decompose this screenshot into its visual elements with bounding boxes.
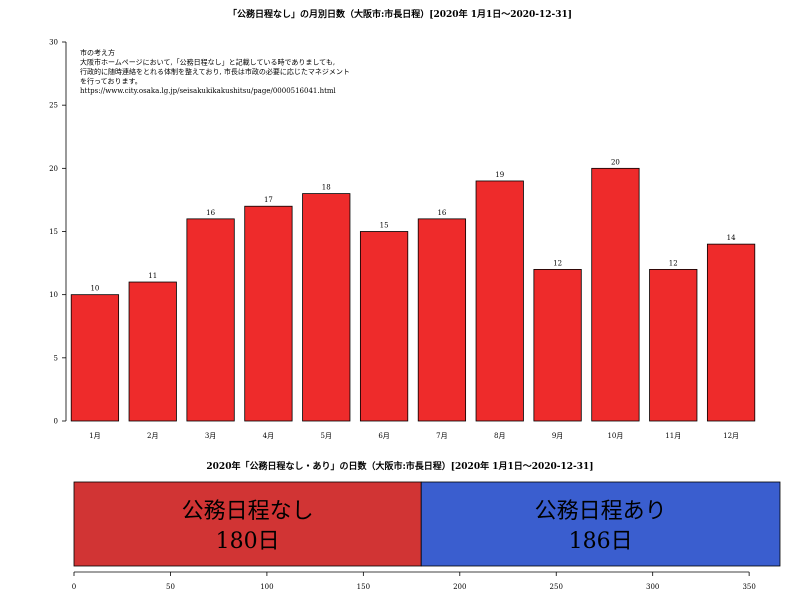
- chart1-x-tick-label: 2月: [147, 432, 158, 440]
- chart1-annotation-line: https://www.city.osaka.lg.jp/seisakukika…: [80, 87, 337, 95]
- chart1-bar-3: [186, 218, 235, 422]
- chart2-segment-label: 公務日程なし: [182, 499, 314, 524]
- chart1-bar-12: [706, 243, 756, 422]
- chart1-data-label: 12: [553, 259, 562, 267]
- chart1-bar-6: [359, 231, 409, 422]
- chart2-segment-label: 公務日程あり: [535, 499, 667, 524]
- chart2-x-tick-label: 350: [742, 583, 755, 591]
- chart2-x-tick-label: 150: [357, 583, 370, 591]
- chart1-data-label: 19: [495, 171, 504, 179]
- chart1-bar-7: [417, 218, 467, 422]
- chart2-title: 2020年「公務日程なし・あり」の日数（大阪市:市長日程）[2020年 1月1日…: [206, 460, 593, 472]
- chart1-data-label: 16: [206, 209, 215, 217]
- chart1-x-tick-label: 3月: [205, 432, 216, 440]
- chart1-x-tick-label: 11月: [665, 432, 681, 440]
- chart1-x-tick-label: 5月: [321, 432, 332, 440]
- chart2-x-tick-label: 250: [550, 583, 563, 591]
- chart1-y-tick-label: 15: [49, 228, 58, 236]
- chart1-bar-11: [649, 268, 698, 422]
- chart2-x-tick-label: 0: [72, 583, 76, 591]
- chart1-annotation-line: 行政的に随時連絡をとれる体制を整えており, 市長は市政の必要に応じたマネジメント: [80, 67, 350, 76]
- chart1-x-tick-label: 8月: [494, 432, 505, 440]
- chart2-segment-value: 186日: [569, 529, 633, 554]
- chart1-bar-9: [533, 268, 582, 422]
- chart1-bar-8: [475, 180, 524, 422]
- chart1-bar-5: [302, 193, 351, 422]
- chart1-bar-1: [70, 294, 120, 422]
- chart1-bar-2: [128, 281, 177, 422]
- chart1-data-label: 10: [90, 285, 99, 293]
- chart1-data-label: 14: [727, 234, 736, 242]
- chart1-data-label: 11: [148, 272, 157, 280]
- chart1-data-label: 15: [380, 222, 389, 230]
- chart1-x-tick-label: 6月: [378, 432, 389, 440]
- chart1-title: 「公務日程なし」の月別日数（大阪市:市長日程）[2020年 1月1日〜2020-…: [228, 8, 572, 20]
- chart2-x-tick-label: 200: [453, 583, 466, 591]
- chart1-annotation-line: を行っております。: [80, 77, 142, 86]
- chart1-x-tick-label: 9月: [552, 432, 563, 440]
- chart1-x-tick-label: 7月: [436, 432, 447, 440]
- chart1-y-tick-label: 20: [49, 165, 58, 173]
- chart1-y-tick-label: 5: [54, 354, 58, 362]
- chart1-y-tick-label: 30: [49, 39, 58, 47]
- chart1-data-label: 12: [669, 259, 678, 267]
- chart2-segment-1: [73, 481, 422, 567]
- chart2-x-tick-label: 50: [166, 583, 175, 591]
- chart1-y-tick-label: 25: [49, 102, 58, 110]
- chart1-bar-10: [591, 167, 640, 422]
- chart1-x-tick-label: 1月: [89, 432, 100, 440]
- chart1-x-tick-label: 4月: [263, 432, 274, 440]
- chart1-data-label: 18: [322, 184, 331, 192]
- chart2-x-tick-label: 100: [260, 583, 273, 591]
- chart2-x-tick-label: 300: [646, 583, 659, 591]
- chart2-segment-2: [420, 481, 781, 567]
- chart1-y-tick-label: 10: [49, 291, 58, 299]
- chart1-data-label: 17: [264, 196, 273, 204]
- chart1-data-label: 20: [611, 158, 620, 166]
- chart1-data-label: 16: [437, 209, 446, 217]
- chart1-annotation-line: 市の考え方: [80, 48, 115, 57]
- chart2-segment-value: 180日: [216, 529, 280, 554]
- chart1-bar-4: [244, 205, 293, 422]
- chart1-x-tick-label: 12月: [723, 432, 739, 440]
- chart1-y-tick-label: 0: [54, 418, 58, 426]
- chart1-annotation-line: 大阪市ホームページにおいて,「公務日程なし」と記載している時でありましても,: [80, 58, 335, 67]
- chart1-x-tick-label: 10月: [607, 432, 623, 440]
